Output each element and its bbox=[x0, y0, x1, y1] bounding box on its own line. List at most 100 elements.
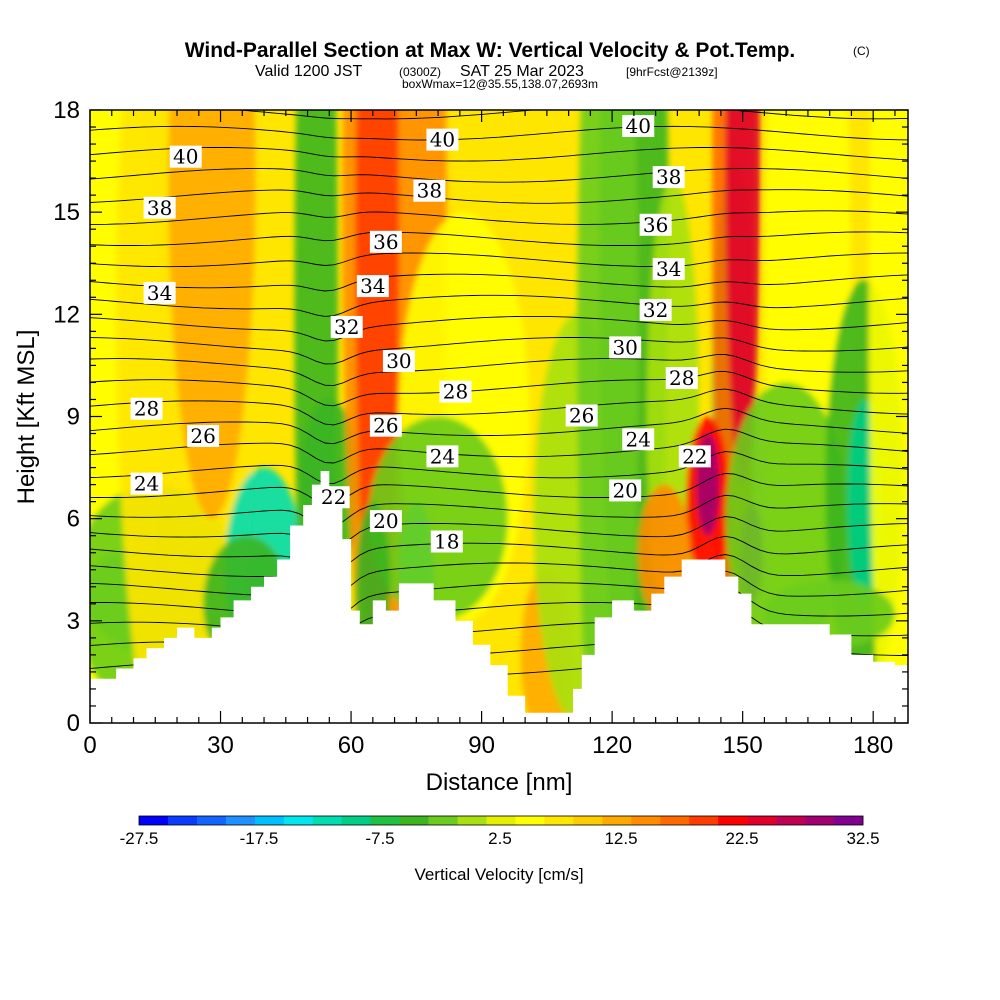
colorbar-swatch-0 bbox=[139, 816, 169, 825]
x-tick-label-30: 30 bbox=[207, 732, 234, 759]
contour-label-16: 20 bbox=[369, 509, 402, 533]
svg-text:32: 32 bbox=[334, 315, 359, 339]
svg-text:40: 40 bbox=[173, 145, 198, 169]
isentrope-21 bbox=[90, 231, 908, 246]
colorbar-swatch-18 bbox=[660, 816, 690, 825]
colorbar-swatch-8 bbox=[370, 816, 400, 825]
isentrope-22 bbox=[90, 210, 908, 225]
y-tick-label-3: 3 bbox=[67, 608, 80, 635]
svg-text:30: 30 bbox=[612, 335, 637, 359]
contour-label-21: 34 bbox=[652, 257, 685, 281]
chart-title: Wind-Parallel Section at Max W: Vertical… bbox=[185, 39, 796, 62]
colorbar-swatch-17 bbox=[631, 816, 661, 825]
contour-label-9: 34 bbox=[356, 274, 389, 298]
contour-label-26: 24 bbox=[622, 427, 655, 451]
contour-label-28: 20 bbox=[609, 478, 642, 502]
colorbar-swatch-16 bbox=[602, 816, 632, 825]
contour-label-23: 30 bbox=[609, 335, 642, 359]
svg-text:38: 38 bbox=[417, 179, 442, 203]
contour-label-24: 28 bbox=[665, 366, 698, 390]
y-tick-label-6: 6 bbox=[67, 506, 80, 533]
contour-label-14: 24 bbox=[426, 444, 459, 468]
colorbar-swatch-3 bbox=[225, 816, 256, 825]
isentrope-10 bbox=[90, 451, 908, 485]
svg-text:26: 26 bbox=[373, 414, 398, 438]
colorbar-swatch-12 bbox=[486, 816, 516, 825]
colorbar-swatch-11 bbox=[457, 816, 487, 825]
svg-text:36: 36 bbox=[643, 213, 668, 237]
x-tick-label-60: 60 bbox=[338, 732, 365, 759]
contour-label-3: 28 bbox=[130, 397, 163, 421]
svg-text:40: 40 bbox=[430, 128, 455, 152]
colorbar-swatch-9 bbox=[399, 816, 429, 825]
colorbar-swatch-19 bbox=[689, 816, 719, 825]
isentrope-27 bbox=[233, 110, 908, 120]
x-tick-label-90: 90 bbox=[468, 732, 495, 759]
isentrope-25 bbox=[90, 147, 908, 162]
y-tick-label-18: 18 bbox=[53, 97, 80, 124]
isentrope-14 bbox=[90, 370, 908, 407]
isentrope-7 bbox=[90, 516, 908, 552]
svg-text:34: 34 bbox=[360, 274, 385, 298]
y-tick-label-9: 9 bbox=[67, 404, 80, 431]
svg-text:18: 18 bbox=[434, 530, 459, 554]
colorbar-swatch-13 bbox=[515, 816, 545, 825]
svg-text:20: 20 bbox=[612, 478, 637, 502]
svg-text:38: 38 bbox=[656, 165, 681, 189]
colorbar-swatch-21 bbox=[747, 816, 777, 825]
isentrope-9 bbox=[90, 472, 908, 506]
velocity-cell-13 bbox=[368, 416, 508, 621]
svg-text:34: 34 bbox=[147, 281, 172, 305]
svg-text:24: 24 bbox=[626, 427, 651, 451]
plot-area bbox=[90, 110, 908, 723]
svg-text:38: 38 bbox=[147, 196, 172, 220]
isentrope-8 bbox=[90, 494, 908, 528]
colorbar-swatch-4 bbox=[254, 816, 285, 825]
isentrope-20 bbox=[90, 252, 908, 268]
contour-label-25: 26 bbox=[565, 404, 598, 428]
y-tick-label-15: 15 bbox=[53, 199, 80, 226]
x-tick-label-150: 150 bbox=[723, 732, 763, 759]
colorbar-tick-labels: -27.5 -17.5 -7.5 2.5 12.5 22.5 32.5 bbox=[120, 829, 880, 848]
colorbar-swatch-2 bbox=[196, 816, 227, 825]
contour-label-27: 22 bbox=[678, 444, 711, 468]
isentrope-13 bbox=[90, 388, 908, 426]
x-tick-label-0: 0 bbox=[83, 732, 96, 759]
y-tick-labels: 0 3 6 9 12 15 18 bbox=[53, 97, 80, 737]
valid-utc: (0300Z) bbox=[399, 65, 441, 79]
colorbar-label: Vertical Velocity [cm/s] bbox=[414, 865, 583, 884]
terrain-mask bbox=[90, 471, 908, 723]
svg-text:28: 28 bbox=[443, 380, 468, 404]
colorbar-swatch-5 bbox=[283, 816, 314, 825]
svg-text:40: 40 bbox=[626, 114, 651, 138]
contour-label-5: 24 bbox=[130, 472, 163, 496]
colorbar-frame bbox=[138, 815, 864, 826]
contour-label-10: 32 bbox=[330, 315, 363, 339]
colorbar-tick-6: 32.5 bbox=[846, 829, 879, 848]
contour-label-6: 40 bbox=[426, 128, 459, 152]
contour-label-8: 36 bbox=[369, 230, 402, 254]
isentrope-24 bbox=[90, 168, 908, 183]
svg-text:28: 28 bbox=[669, 366, 694, 390]
x-axis-label: Distance [nm] bbox=[426, 769, 573, 796]
y-tick-label-12: 12 bbox=[53, 301, 80, 328]
y-tick-label-0: 0 bbox=[67, 710, 80, 737]
isentrope-6 bbox=[90, 535, 908, 576]
svg-text:26: 26 bbox=[569, 404, 594, 428]
colorbar-swatch-6 bbox=[312, 816, 343, 825]
contour-label-18: 40 bbox=[622, 114, 655, 138]
isentrope-3 bbox=[90, 586, 908, 644]
velocity-cell-18 bbox=[577, 110, 639, 723]
isentrope-15 bbox=[90, 354, 908, 387]
svg-text:24: 24 bbox=[430, 444, 455, 468]
colorbar-swatch-14 bbox=[544, 816, 574, 825]
x-tick-label-120: 120 bbox=[592, 732, 632, 759]
isentrope-19 bbox=[90, 273, 908, 292]
x-tick-label-180: 180 bbox=[853, 732, 893, 759]
isentrope-26 bbox=[90, 125, 908, 141]
colorbar-swatch-23 bbox=[805, 816, 835, 825]
isentrope-16 bbox=[90, 337, 908, 365]
contour-label-12: 28 bbox=[439, 380, 472, 404]
copyright-mark: (C) bbox=[853, 44, 870, 58]
